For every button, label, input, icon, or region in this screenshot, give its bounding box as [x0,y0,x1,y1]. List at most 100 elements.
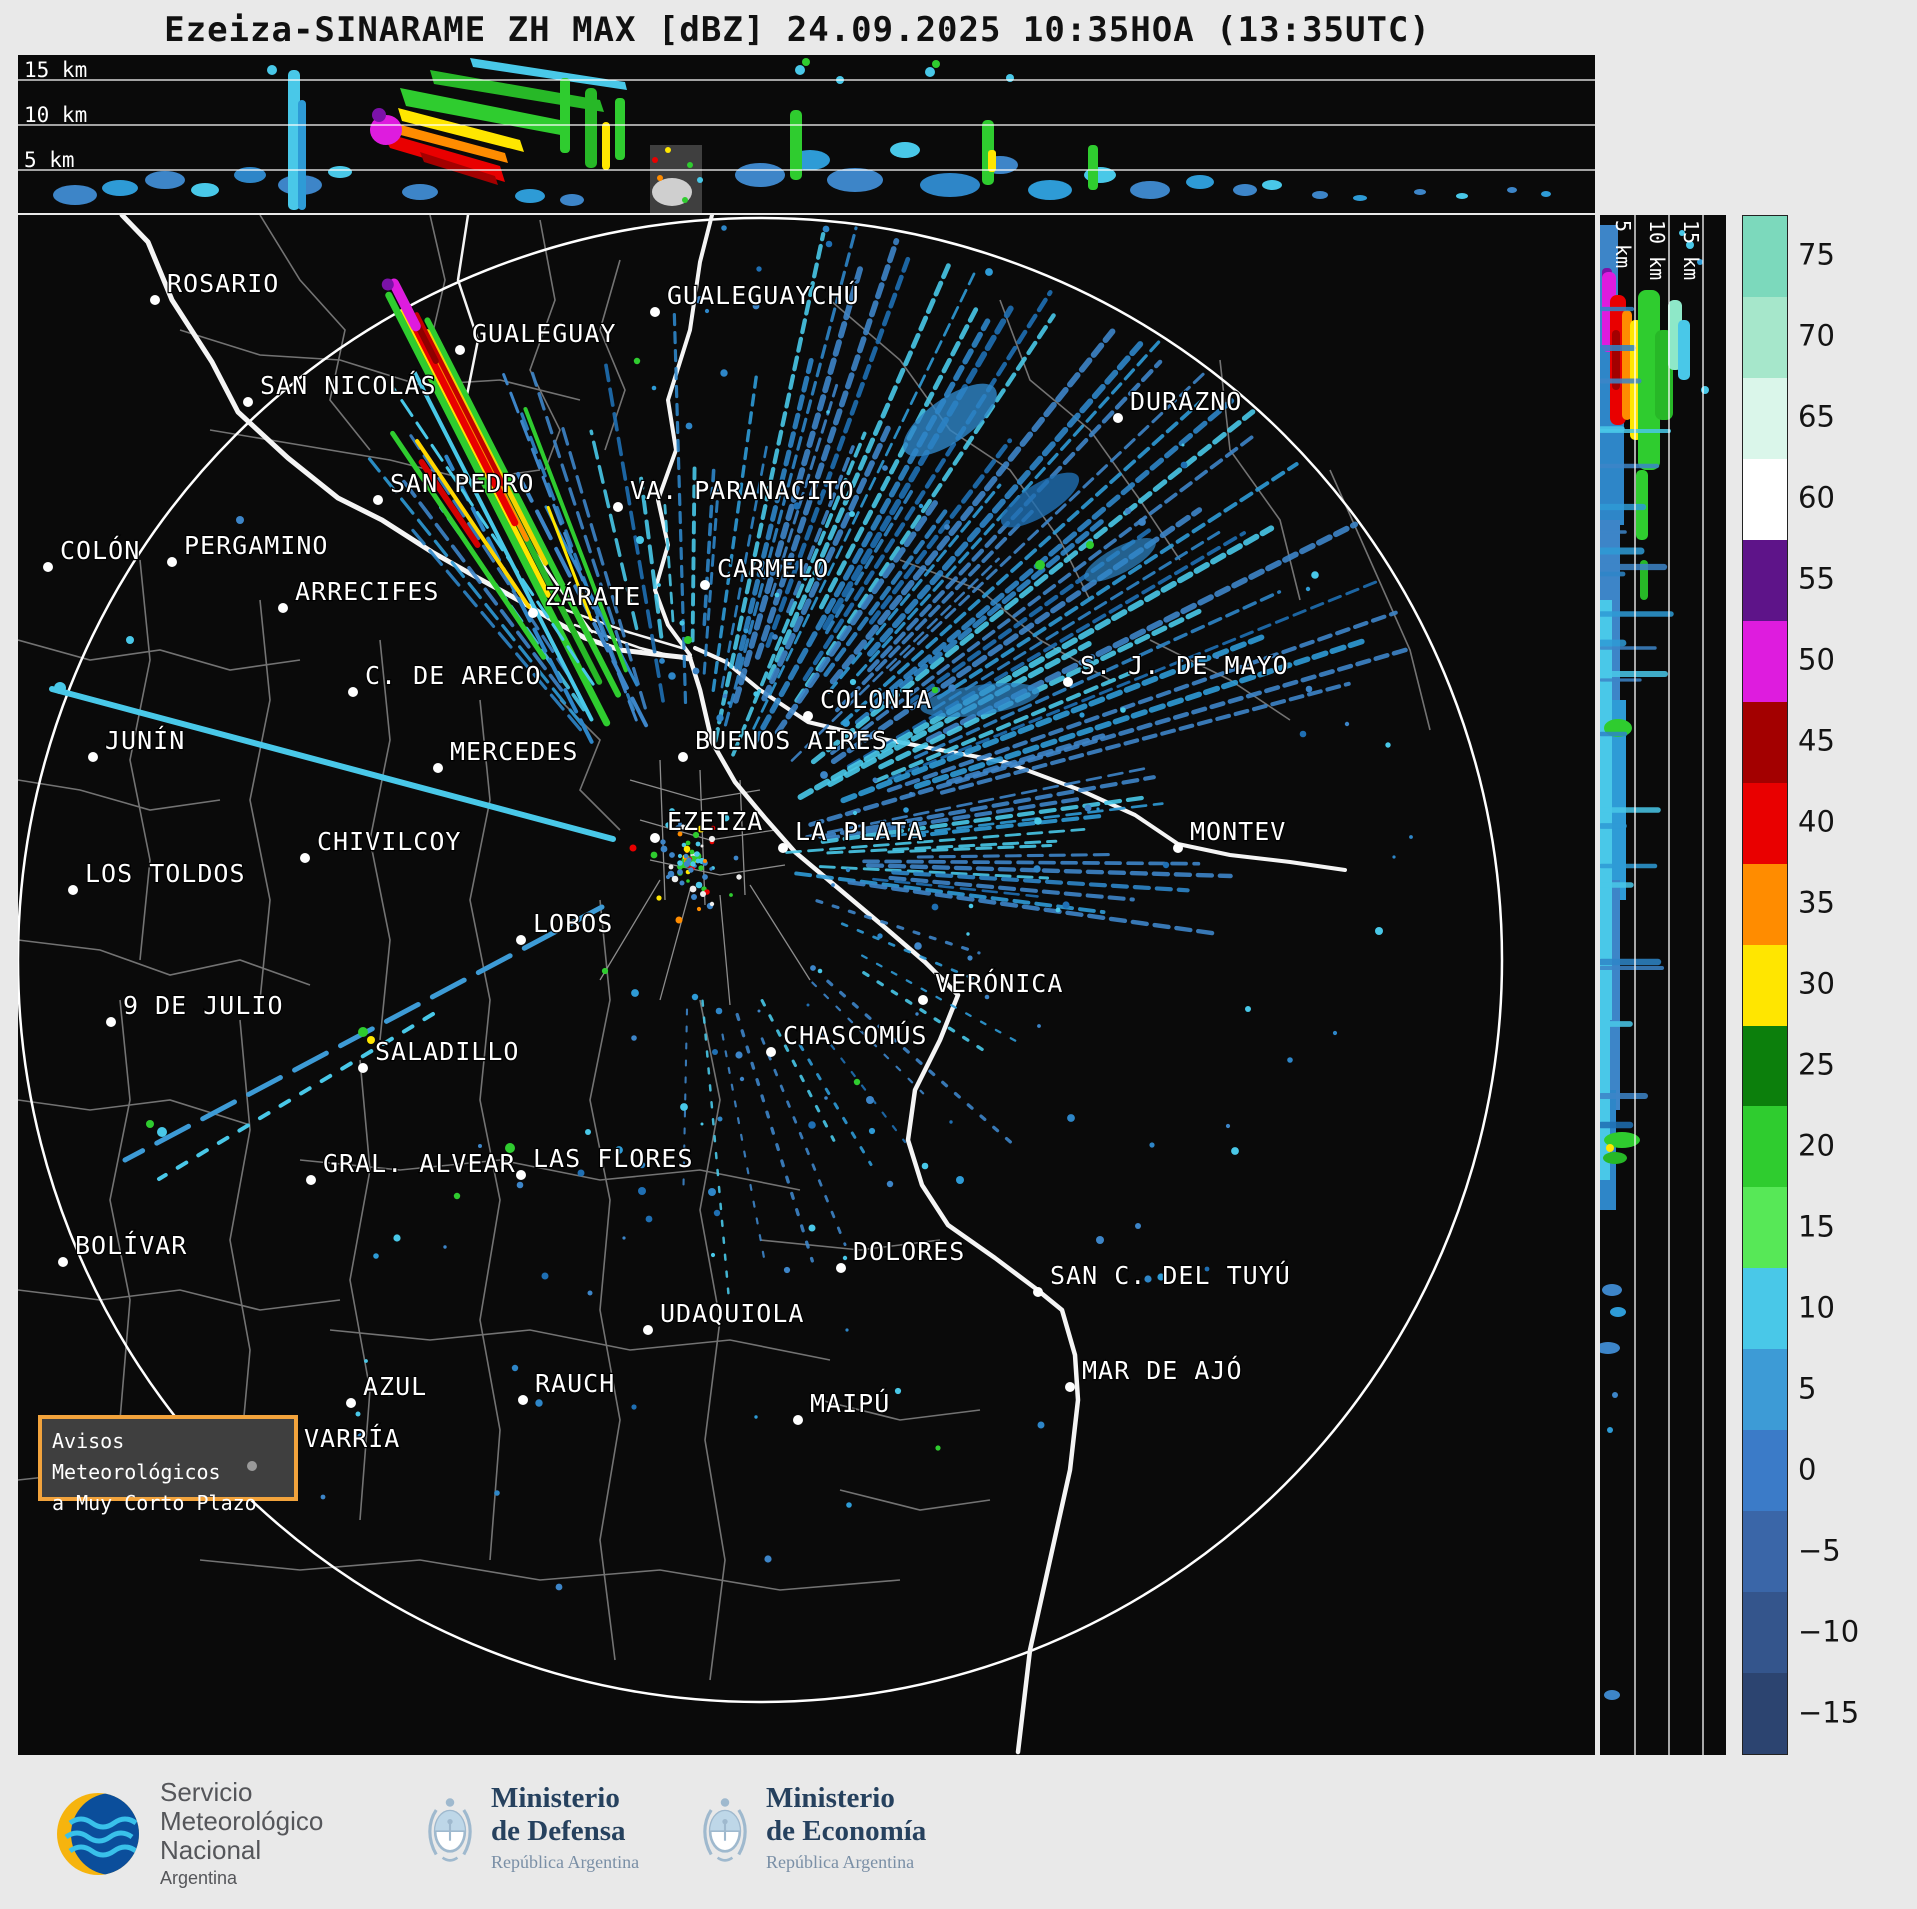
top-panel-background [18,55,1595,213]
page-title: Ezeiza-SINARAME ZH MAX [dBZ] 24.09.2025 … [164,10,1431,50]
clutter-dot [677,869,683,875]
city-label: CARMELO [717,554,829,583]
radar-streak [937,462,1299,700]
colorbar-tick: −10 [1798,1614,1860,1649]
clutter-dot [736,874,742,880]
echo-dot [857,730,863,736]
echo-dot [845,1328,849,1332]
echo-dot [712,1049,718,1055]
radar-streak [861,954,1022,1045]
echo-dot [1287,1057,1293,1063]
echo-dot [691,993,699,1001]
echo-dot [985,268,993,276]
city-label: LAS FLORES [533,1144,694,1173]
echo-dot [903,807,909,813]
ministry-economia-text: Ministerio de Economía República Argenti… [766,1782,926,1873]
echo-dot [968,903,974,909]
radar-streak [830,432,1258,755]
city-label: RAUCH [535,1369,615,1398]
echo-dot [931,903,939,911]
ministry-defensa-text: Ministerio de Defensa República Argentin… [491,1782,639,1873]
height-label-15km: 15 km [24,58,88,82]
echo-dot [915,1012,919,1016]
city-dot [516,1170,526,1180]
clutter-dot [668,864,674,870]
clutter-dot [683,845,691,853]
echo-dot [443,1245,447,1249]
radar-streak [840,634,1265,804]
range-ring [18,216,1504,1704]
city-label: GUALEGUAYCHÚ [667,280,860,310]
side-panel-streaks [1600,306,1674,1129]
echo-dot [735,1051,743,1059]
echo-dot [822,225,830,233]
echo-dot [831,883,835,887]
radar-streak [797,525,1275,800]
echo-dot [1062,901,1070,909]
echo-dot [1144,1275,1152,1283]
echo-dot [710,1252,716,1258]
echo-dot [355,1411,361,1417]
side-height-label-15km: 15 km [1679,220,1703,281]
echo-dot [692,667,700,675]
alert-banner[interactable]: Avisos Meteorológicos a Muy Corto Plazo [38,1415,298,1515]
top-cross-section-panel [18,55,1595,213]
echo-dot [808,1121,816,1129]
clutter-dot [650,851,658,859]
radar-streak [886,610,1398,793]
city-label: LA PLATA [795,817,923,846]
city-label: DURAZNO [1130,387,1242,416]
height-label-5km: 5 km [24,148,75,172]
city-label: C. DE ARECO [365,661,542,690]
side-panel-height-gridlines [1634,215,1704,1755]
echo-dot [685,422,693,430]
clutter-dot [683,853,689,859]
echo-dot [1037,1024,1041,1028]
echo-dot [1067,1114,1075,1122]
radar-streak [908,813,1107,839]
radar-streak [690,461,697,643]
echo-dot [511,1364,519,1372]
echo-dot [708,1188,716,1196]
clutter-dot [700,844,704,848]
echo-dot [806,1003,810,1007]
echo-dot [1162,861,1170,869]
colorbar-band [1743,1025,1787,1107]
city-label: COLÓN [60,535,140,565]
ministry-economia-block: Ministerio de Economía República Argenti… [700,1782,926,1873]
radar-streak [888,875,1135,902]
radar-streak [802,290,1053,682]
echo-dot [1311,571,1319,579]
city-label: BUENOS AIRES [695,726,888,755]
clutter-dot [709,867,713,871]
city-label: MAR DE AJÓ [1082,1355,1243,1385]
colorbar-band [1743,701,1787,783]
clutter-dot [681,842,687,848]
colorbar-band [1743,863,1787,945]
echo-dot [1096,807,1100,811]
clutter-dot [695,841,701,847]
radar-streak [589,429,639,631]
city-dot [918,995,928,1005]
colorbar-tick: 60 [1798,479,1835,514]
echo-dot [1305,586,1311,592]
city-label: EZEIZA [667,807,763,836]
city-dot [348,687,358,697]
echo-dot [1385,742,1391,748]
radar-streak [398,474,564,692]
echo-dot [1079,712,1085,718]
echo-dot [659,658,665,664]
smn-logo [57,1792,139,1875]
radar-streak [847,880,1217,936]
echo-dot [1231,1147,1239,1155]
city-dot [106,1017,116,1027]
echo-dot [868,1127,876,1135]
echo-dot [357,1433,365,1441]
map-background [18,215,1595,1755]
city-dot [836,1263,846,1273]
colorbar-tick: 50 [1798,642,1835,677]
echo-dot [914,942,922,950]
echo-dot [1135,1223,1141,1229]
city-dot [243,397,253,407]
echo-dot [843,830,851,838]
